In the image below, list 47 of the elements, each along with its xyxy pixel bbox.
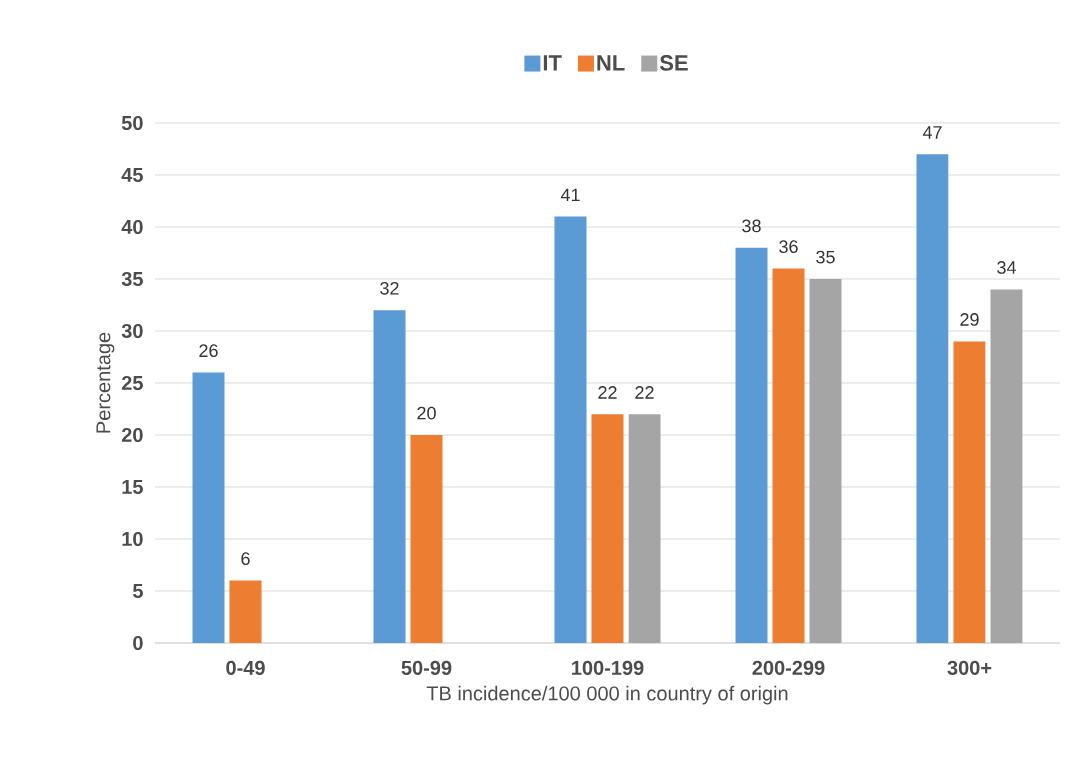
bar [990,289,1023,643]
y-tick-label: 25 [121,375,143,391]
data-label: 38 [742,219,761,233]
data-label: 47 [922,126,942,139]
bar [373,310,406,643]
bar [628,414,661,643]
data-label: 29 [960,313,979,326]
bar [554,216,587,643]
data-label: 26 [199,344,218,358]
bar [192,372,225,643]
x-tick-label: 200-299 [752,660,825,675]
legend-label: SE [659,55,688,71]
y-tick-label: 0 [133,635,143,651]
x-tick-label: 100-199 [572,660,644,675]
data-label: 22 [598,386,617,399]
y-tick-label: 20 [121,427,143,443]
data-label: 22 [635,386,654,399]
data-label: 32 [380,281,399,295]
bar [953,341,986,643]
data-label: 34 [997,261,1016,274]
bar [916,154,949,643]
legend-label: IT [543,55,562,71]
x-axis-title: TB incidence/100 000 in country of origin [426,685,788,705]
x-tick-label: 50-99 [401,660,452,675]
bar [410,434,443,643]
y-tick-label: 15 [122,480,143,494]
data-label: 36 [779,240,798,254]
bar [735,247,768,643]
x-tick-label: 300+ [947,660,992,675]
y-tick-label: 45 [121,168,143,182]
x-tick-label: 0-49 [226,660,265,675]
y-tick-label: 35 [121,271,143,287]
y-tick-label: 30 [121,323,143,339]
bar [591,414,624,643]
y-axis-title: Percentage [96,332,115,433]
bar [229,580,262,643]
data-label: 20 [417,406,436,420]
data-label: 6 [241,552,250,566]
bar [809,278,842,643]
y-tick-label: 50 [121,115,143,131]
y-tick-label: 10 [122,531,143,547]
y-tick-label: 5 [132,584,143,598]
data-label: 35 [816,250,835,264]
y-tick-label: 40 [121,219,143,235]
data-label: 41 [560,188,580,202]
bar [772,268,805,643]
legend-label: NL [597,55,625,71]
